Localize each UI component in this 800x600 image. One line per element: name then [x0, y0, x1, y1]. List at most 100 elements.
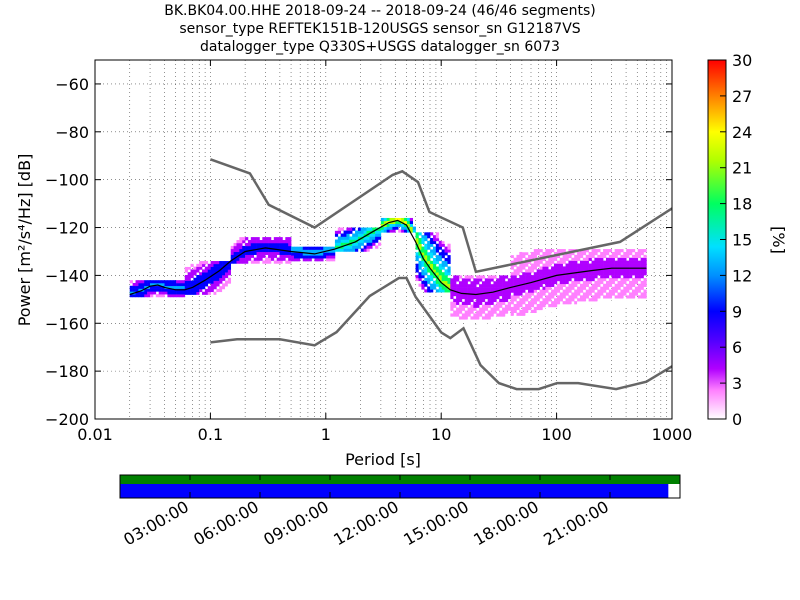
density-cell	[279, 251, 283, 255]
density-cell	[155, 288, 160, 292]
density-cell	[536, 263, 540, 267]
density-cell	[562, 304, 566, 308]
density-cell	[282, 245, 286, 250]
density-cell	[187, 272, 191, 276]
density-cell	[406, 223, 411, 227]
density-cell	[476, 310, 480, 314]
density-cell	[202, 261, 206, 265]
density-cell	[571, 263, 575, 267]
density-cell	[314, 258, 318, 262]
density-cell	[525, 272, 529, 276]
density-cell	[210, 283, 214, 287]
density-cell	[559, 306, 563, 311]
density-cell	[155, 294, 160, 298]
density-cell	[629, 251, 633, 256]
density-cell	[582, 304, 587, 308]
density-cell	[510, 275, 514, 279]
density-cell	[467, 301, 471, 305]
density-cell	[204, 275, 209, 279]
density-cell	[513, 275, 517, 279]
density-cell	[299, 246, 304, 250]
density-cell	[323, 252, 327, 256]
density-cell	[447, 283, 451, 287]
density-cell	[507, 281, 511, 285]
density-cell	[314, 255, 318, 259]
density-cell	[230, 240, 234, 244]
density-cell	[179, 294, 183, 298]
density-cell	[484, 316, 488, 320]
density-cell	[551, 266, 555, 270]
density-cell	[623, 304, 627, 308]
density-cell	[504, 310, 509, 314]
density-cell	[265, 260, 269, 264]
density-cell	[522, 306, 526, 311]
density-cell	[363, 233, 367, 237]
density-cell	[634, 280, 639, 285]
density-cell	[401, 229, 405, 233]
density-cell	[513, 309, 517, 313]
density-cell	[637, 269, 641, 273]
density-cell	[204, 261, 209, 265]
density-cell	[634, 251, 639, 256]
density-cell	[594, 304, 598, 308]
density-cell	[343, 236, 347, 240]
density-cell	[623, 301, 627, 305]
density-cell	[617, 292, 621, 296]
density-cell	[594, 263, 598, 267]
density-cell	[467, 295, 471, 300]
density-cell	[588, 272, 592, 276]
density-cell	[380, 220, 385, 225]
density-cell	[317, 249, 321, 253]
density-cell	[605, 304, 610, 308]
density-cell	[634, 298, 639, 302]
density-cell	[484, 295, 488, 300]
density-cell	[375, 233, 379, 237]
density-cell	[533, 260, 537, 264]
density-cell	[227, 280, 232, 284]
density-cell	[556, 254, 561, 259]
density-cell	[326, 258, 330, 262]
density-cell	[510, 283, 514, 287]
density-cell	[536, 280, 540, 285]
density-cell	[406, 217, 411, 222]
density-cell	[418, 286, 422, 290]
density-cell	[158, 288, 162, 292]
density-cell	[196, 277, 200, 281]
density-cell	[363, 245, 367, 249]
density-cell	[144, 288, 148, 292]
density-cell	[611, 304, 615, 308]
density-cell	[253, 251, 257, 255]
density-cell	[432, 240, 437, 245]
density-cell	[190, 269, 194, 273]
density-cell	[542, 272, 546, 276]
density-cell	[372, 227, 376, 231]
density-cell	[605, 280, 610, 285]
density-cell	[447, 280, 451, 284]
density-cell	[504, 295, 509, 300]
density-cell	[268, 257, 272, 261]
density-cell	[204, 272, 209, 276]
density-cell	[196, 266, 200, 270]
density-cell	[461, 287, 466, 291]
density-cell	[224, 266, 229, 270]
density-cell	[279, 254, 283, 258]
density-cell	[611, 301, 615, 305]
density-cell	[343, 233, 347, 237]
density-cell	[256, 251, 260, 255]
density-cell	[204, 291, 209, 295]
density-cell	[311, 249, 315, 253]
density-cell	[464, 310, 468, 314]
density-cell	[620, 283, 624, 287]
density-cell	[551, 315, 555, 319]
noise-model-high	[209, 158, 672, 274]
density-cell	[499, 301, 503, 305]
density-cell	[565, 304, 569, 308]
density-cell	[634, 301, 639, 305]
density-cell	[216, 283, 220, 287]
density-cell	[265, 257, 269, 261]
density-cell	[588, 298, 592, 302]
density-cell	[614, 251, 618, 256]
density-cell	[539, 292, 543, 296]
density-cell	[239, 237, 243, 241]
density-cell	[496, 319, 500, 323]
